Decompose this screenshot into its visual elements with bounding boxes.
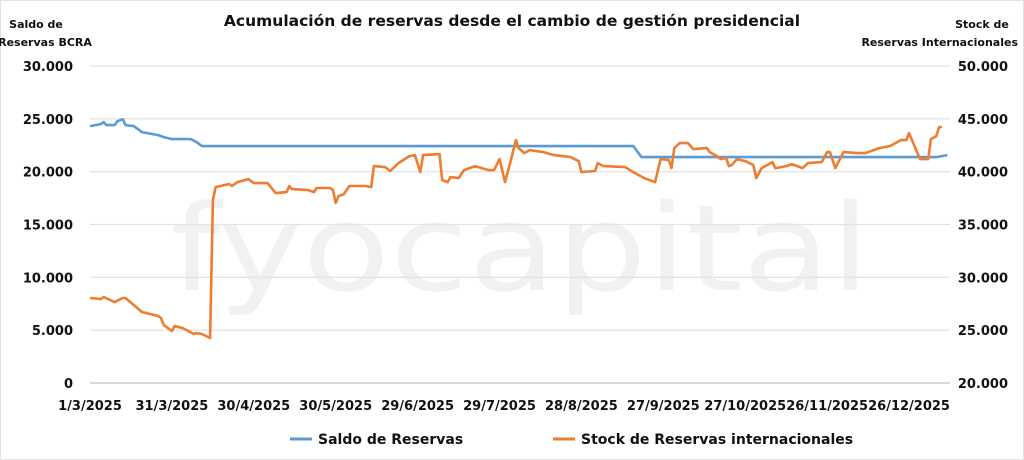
watermark: fyocapital (170, 180, 870, 319)
y-left-tick-label: 10.000 (23, 271, 73, 286)
x-tick-label: 31/3/2025 (135, 399, 208, 414)
x-tick-label: 28/8/2025 (545, 399, 618, 414)
y-left-tick-label: 25.000 (23, 113, 73, 128)
x-tick-label: 26/12/2025 (868, 399, 950, 414)
y-right-tick-label: 45.000 (958, 113, 1008, 128)
series-lines (89, 117, 948, 340)
left-axis-title-line2: Reservas BCRA (0, 36, 92, 49)
x-tick-label: 27/9/2025 (627, 399, 700, 414)
y-right-tick-label: 30.000 (958, 271, 1008, 286)
x-tick-label: 27/10/2025 (704, 399, 786, 414)
x-tick-label: 29/6/2025 (381, 399, 454, 414)
y-right-tick-label: 50.000 (958, 60, 1008, 75)
series-line-stock (89, 125, 942, 340)
x-tick-label: 30/4/2025 (217, 399, 290, 414)
y-right-tick-label: 20.000 (958, 377, 1008, 392)
y-left-tick-label: 20.000 (23, 166, 73, 181)
x-tick-label: 1/3/2025 (58, 399, 122, 414)
x-tick-label: 30/5/2025 (299, 399, 372, 414)
y-left-tick-label: 0 (64, 377, 73, 392)
chart-title: Acumulación de reservas desde el cambio … (224, 12, 800, 30)
x-tick-label: 29/7/2025 (463, 399, 536, 414)
right-axis-title-line1: Stock de (955, 18, 1009, 31)
x-tick-label: 26/11/2025 (786, 399, 868, 414)
tick-labels: 0 20.000 5.000 25.000 10.000 30.000 15.000 35.0… (23, 60, 1008, 414)
right-axis-title-line2: Reservas Internacionales (861, 36, 1018, 49)
y-left-tick-label: 15.000 (23, 219, 73, 234)
legend-label-saldo: Saldo de Reservas (318, 432, 463, 448)
y-left-tick-label: 5.000 (32, 324, 73, 339)
series-line-saldo (89, 117, 948, 159)
left-axis-title-line1: Saldo de (9, 18, 63, 31)
y-left-tick-label: 30.000 (23, 60, 73, 75)
legend-label-stock: Stock de Reservas internacionales (581, 432, 853, 448)
y-right-tick-label: 35.000 (958, 219, 1008, 234)
y-right-tick-label: 40.000 (958, 166, 1008, 181)
grid (90, 65, 950, 384)
y-right-tick-label: 25.000 (958, 324, 1008, 339)
